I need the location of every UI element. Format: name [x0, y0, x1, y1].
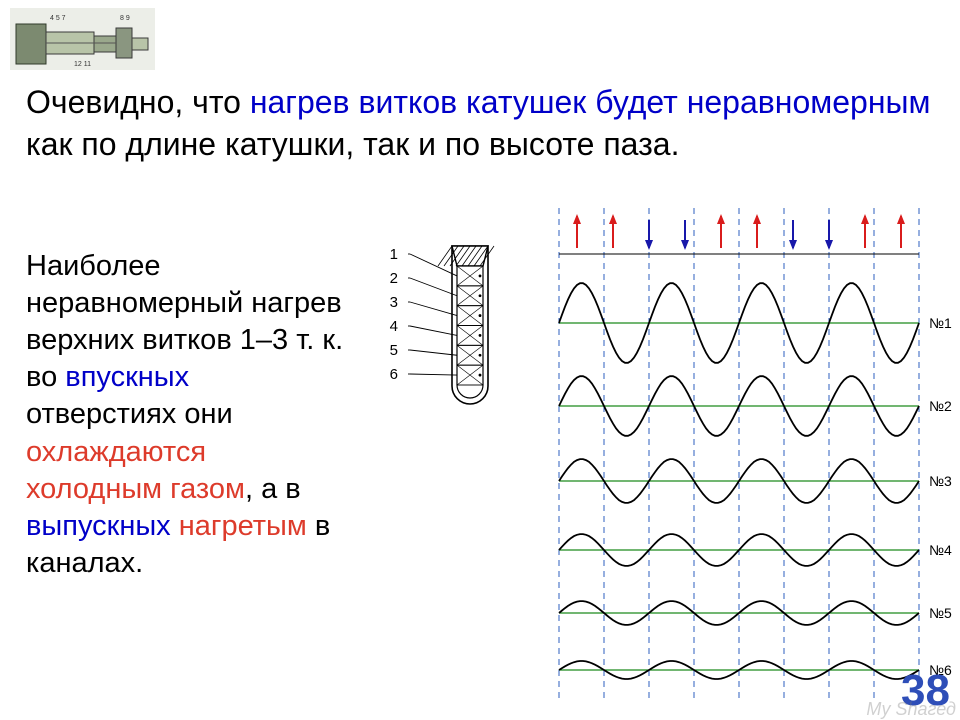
- svg-text:5: 5: [390, 342, 398, 359]
- svg-text:12 11: 12 11: [74, 61, 91, 68]
- text-segment: отверстиях они: [26, 398, 233, 430]
- machinery-logo: 4 5 7 8 9 12 11: [10, 8, 155, 70]
- highlight-blue: нагрев витков катушек будет неравномерны…: [250, 84, 931, 120]
- svg-text:4 5 7: 4 5 7: [50, 15, 66, 22]
- svg-text:8 9: 8 9: [120, 15, 130, 22]
- text-segment: Очевидно, что: [26, 84, 250, 120]
- svg-text:6: 6: [390, 366, 398, 383]
- svg-text:1: 1: [390, 246, 398, 263]
- svg-text:3: 3: [390, 294, 398, 311]
- svg-text:№3: №3: [929, 473, 952, 489]
- highlight-red: нагретым: [179, 510, 307, 542]
- slot-cross-section: 1 2 3 4 5 6: [350, 228, 520, 428]
- sub-paragraph: Наиболее неравномерный нагрев верхних ви…: [26, 248, 346, 582]
- watermark: Му Shагед: [866, 699, 956, 720]
- text-segment: как по длине катушки, так и по высоте па…: [26, 126, 679, 162]
- main-paragraph: Очевидно, что нагрев витков катушек буде…: [26, 82, 936, 165]
- svg-text:2: 2: [390, 270, 398, 287]
- wave-diagram: №1№2№3№4№5№6: [545, 208, 953, 703]
- svg-text:4: 4: [390, 318, 398, 335]
- svg-text:№1: №1: [929, 315, 952, 331]
- highlight-blue: впускных: [65, 361, 189, 393]
- svg-text:№2: №2: [929, 398, 952, 414]
- svg-text:№5: №5: [929, 605, 952, 621]
- highlight-red: охлаждаются холодным газом: [26, 436, 245, 505]
- text-segment: [171, 510, 179, 542]
- highlight-blue: выпускных: [26, 510, 171, 542]
- text-segment: , а в: [245, 473, 301, 505]
- svg-text:№4: №4: [929, 542, 952, 558]
